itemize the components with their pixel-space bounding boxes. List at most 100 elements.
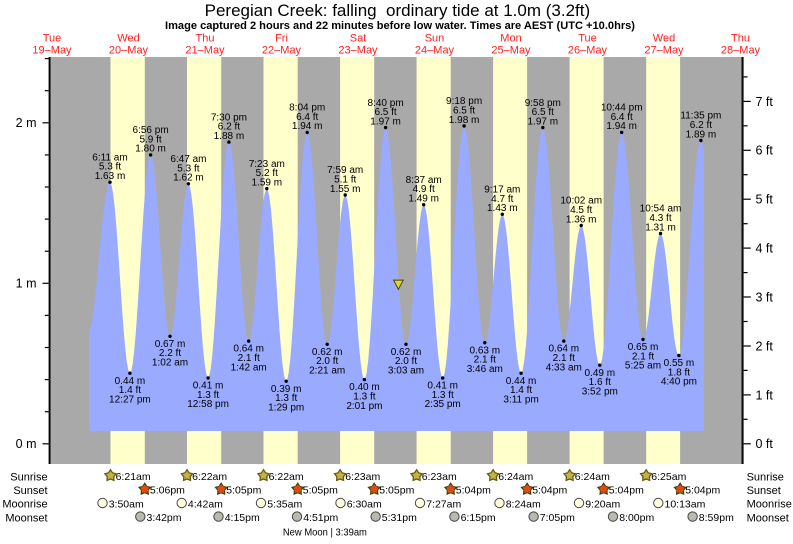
svg-text:0.44 m: 0.44 m <box>506 376 537 387</box>
svg-text:12:58 pm: 12:58 pm <box>187 399 229 410</box>
svg-text:1.6 ft: 1.6 ft <box>589 377 611 388</box>
svg-text:5:04pm: 5:04pm <box>685 485 720 497</box>
svg-text:7:05pm: 7:05pm <box>540 512 575 524</box>
svg-text:9:17 am: 9:17 am <box>484 185 520 196</box>
svg-text:22–May: 22–May <box>262 44 302 56</box>
svg-text:1 m: 1 m <box>16 277 37 291</box>
svg-text:Sat: Sat <box>350 32 367 44</box>
svg-text:4:40 pm: 4:40 pm <box>661 377 697 388</box>
svg-text:6.5 ft: 6.5 ft <box>453 106 475 117</box>
svg-text:1.49 m: 1.49 m <box>408 194 439 205</box>
svg-text:3:11 pm: 3:11 pm <box>503 394 538 405</box>
svg-text:5.1 ft: 5.1 ft <box>334 175 356 186</box>
svg-text:5:04pm: 5:04pm <box>456 485 491 497</box>
svg-text:0.41 m: 0.41 m <box>427 381 458 392</box>
svg-text:6.5 ft: 6.5 ft <box>532 107 554 118</box>
svg-text:6:23am: 6:23am <box>422 471 457 483</box>
svg-text:20–May: 20–May <box>109 44 149 56</box>
svg-text:6:24am: 6:24am <box>498 471 533 483</box>
svg-text:1:42 am: 1:42 am <box>231 362 267 373</box>
svg-text:4:51pm: 4:51pm <box>303 512 338 524</box>
svg-text:1.3 ft: 1.3 ft <box>353 392 375 403</box>
svg-text:2.1 ft: 2.1 ft <box>553 353 575 364</box>
svg-text:0.44 m: 0.44 m <box>115 376 146 387</box>
svg-text:10:02 am: 10:02 am <box>560 196 602 207</box>
svg-text:Sunrise: Sunrise <box>10 472 47 484</box>
svg-text:0.63 m: 0.63 m <box>470 345 501 356</box>
svg-text:1.98 m: 1.98 m <box>449 115 480 126</box>
svg-text:24–May: 24–May <box>415 44 455 56</box>
svg-text:4.7 ft: 4.7 ft <box>491 194 513 205</box>
svg-text:6.2 ft: 6.2 ft <box>218 122 240 133</box>
svg-text:1.59 m: 1.59 m <box>252 177 283 188</box>
svg-text:1 ft: 1 ft <box>756 388 774 402</box>
svg-text:1.55 m: 1.55 m <box>330 184 361 195</box>
svg-text:5:25 am: 5:25 am <box>625 361 661 372</box>
svg-text:Tue: Tue <box>578 32 597 44</box>
svg-text:0 ft: 0 ft <box>756 437 774 451</box>
svg-text:7 ft: 7 ft <box>756 95 774 109</box>
svg-text:Sunrise: Sunrise <box>747 472 784 484</box>
svg-text:27–May: 27–May <box>644 44 684 56</box>
svg-text:8:40 pm: 8:40 pm <box>368 98 404 109</box>
svg-text:10:13am: 10:13am <box>665 498 706 510</box>
svg-text:Peregian Creek: falling ordin: Peregian Creek: falling ordinary tide at… <box>205 1 591 20</box>
svg-text:11:35 pm: 11:35 pm <box>680 111 721 122</box>
svg-text:7:27am: 7:27am <box>426 498 461 510</box>
svg-text:6.4 ft: 6.4 ft <box>296 112 318 123</box>
svg-text:3:46 am: 3:46 am <box>467 364 503 375</box>
svg-text:4.9 ft: 4.9 ft <box>413 184 435 195</box>
svg-text:6:21am: 6:21am <box>116 471 151 483</box>
svg-text:2.1 ft: 2.1 ft <box>632 351 654 362</box>
svg-text:1.97 m: 1.97 m <box>370 116 401 127</box>
svg-text:6:23am: 6:23am <box>345 471 380 483</box>
svg-text:8:04 pm: 8:04 pm <box>289 103 325 114</box>
svg-text:2:21 am: 2:21 am <box>309 366 345 377</box>
svg-text:1.80 m: 1.80 m <box>135 144 166 155</box>
svg-text:1.36 m: 1.36 m <box>566 214 597 225</box>
svg-text:10:54 am: 10:54 am <box>640 204 682 215</box>
svg-text:9:18 pm: 9:18 pm <box>446 96 482 107</box>
svg-text:6:11 am: 6:11 am <box>92 152 127 163</box>
svg-text:1.31 m: 1.31 m <box>645 222 676 233</box>
svg-text:1.43 m: 1.43 m <box>487 203 518 214</box>
svg-text:0 m: 0 m <box>16 437 37 451</box>
svg-text:Moonset: Moonset <box>747 512 789 524</box>
svg-text:5:04pm: 5:04pm <box>532 485 567 497</box>
svg-text:6:47 am: 6:47 am <box>170 154 206 165</box>
svg-text:1.94 m: 1.94 m <box>292 121 323 132</box>
svg-text:10:44 pm: 10:44 pm <box>601 103 643 114</box>
svg-text:5.2 ft: 5.2 ft <box>256 168 278 179</box>
svg-text:21–May: 21–May <box>185 44 225 56</box>
svg-text:8:59pm: 8:59pm <box>699 512 734 524</box>
svg-text:6:15pm: 6:15pm <box>461 512 496 524</box>
svg-text:19–May: 19–May <box>32 44 72 56</box>
svg-text:4:15pm: 4:15pm <box>225 512 260 524</box>
svg-text:26–May: 26–May <box>568 44 608 56</box>
svg-text:0.65 m: 0.65 m <box>628 342 659 353</box>
svg-text:2.0 ft: 2.0 ft <box>395 356 417 367</box>
svg-text:4.3 ft: 4.3 ft <box>649 213 671 224</box>
svg-text:6:25am: 6:25am <box>651 471 686 483</box>
svg-text:1.4 ft: 1.4 ft <box>119 385 141 396</box>
svg-text:2.1 ft: 2.1 ft <box>238 353 260 364</box>
svg-text:Thu: Thu <box>196 32 215 44</box>
svg-text:Fri: Fri <box>275 32 288 44</box>
svg-text:1.3 ft: 1.3 ft <box>432 390 454 401</box>
svg-text:4:42am: 4:42am <box>188 498 223 510</box>
svg-text:1:02 am: 1:02 am <box>152 358 188 369</box>
svg-text:0.55 m: 0.55 m <box>664 358 695 369</box>
svg-text:5:04pm: 5:04pm <box>609 485 644 497</box>
svg-text:0.49 m: 0.49 m <box>585 368 616 379</box>
svg-text:5:05pm: 5:05pm <box>303 485 338 497</box>
svg-text:0.41 m: 0.41 m <box>193 381 224 392</box>
svg-text:6:22am: 6:22am <box>269 471 304 483</box>
svg-text:Tue: Tue <box>43 32 62 44</box>
svg-text:6:24am: 6:24am <box>575 471 610 483</box>
svg-text:8:37 am: 8:37 am <box>406 175 442 186</box>
svg-text:4:33 am: 4:33 am <box>546 362 582 373</box>
svg-text:0.39 m: 0.39 m <box>271 384 302 395</box>
svg-text:0.40 m: 0.40 m <box>349 382 380 393</box>
svg-text:0.64 m: 0.64 m <box>549 344 580 355</box>
svg-text:Wed: Wed <box>653 32 675 44</box>
